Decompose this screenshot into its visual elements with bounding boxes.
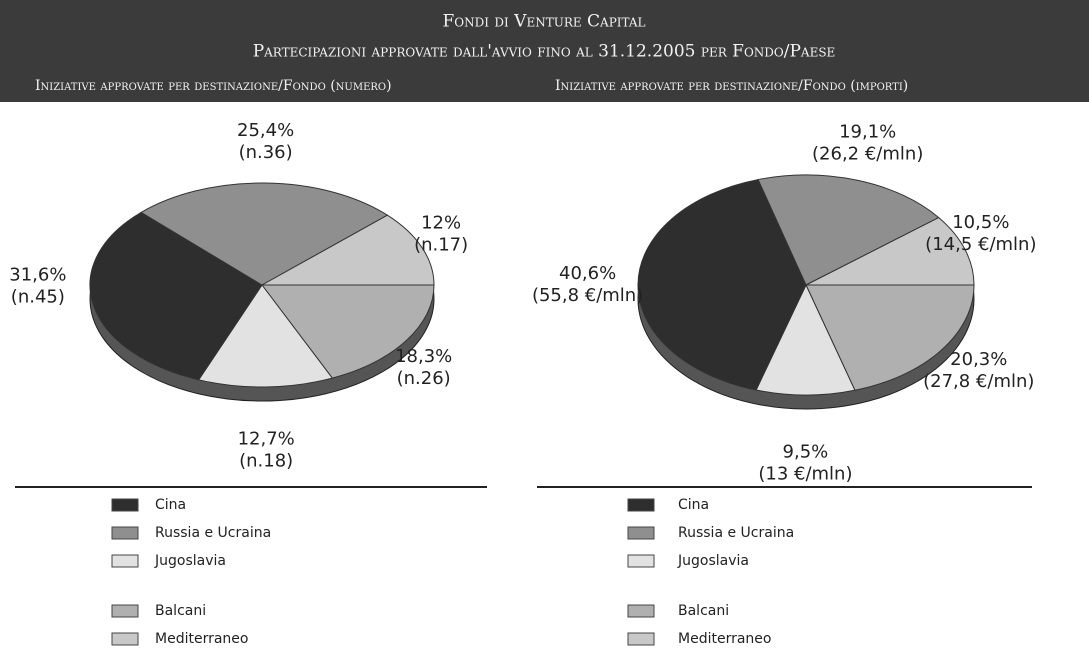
legend-swatch xyxy=(627,604,655,618)
chart-title: Iniziative approvate per destinazione/Fo… xyxy=(35,78,392,94)
header-title: Fondi di Venture Capital xyxy=(443,12,646,32)
count-label: (14,5 €/mln) xyxy=(925,234,1036,255)
count-label: (13 €/mln) xyxy=(758,464,852,485)
value-label: 12% xyxy=(421,212,461,233)
value-label: 25,4% xyxy=(237,120,294,141)
header-band xyxy=(0,0,1089,102)
legend-swatch xyxy=(627,526,655,540)
legend-swatch xyxy=(111,632,139,646)
pie-slice xyxy=(260,284,435,379)
pie-slice xyxy=(260,214,435,286)
legend-swatch xyxy=(111,604,139,618)
legend-label: Cina xyxy=(678,497,709,513)
value-label: 40,6% xyxy=(559,263,616,284)
value-label: 10,5% xyxy=(952,212,1009,233)
value-label: 9,5% xyxy=(783,442,829,463)
value-label: 12,7% xyxy=(238,429,295,450)
legend-swatch xyxy=(627,632,655,646)
legend-swatch xyxy=(111,526,139,540)
count-label: (n.17) xyxy=(414,234,468,255)
count-label: (n.36) xyxy=(239,142,293,163)
value-label: 20,3% xyxy=(950,349,1007,370)
pie-slice xyxy=(805,284,975,391)
pie-slice xyxy=(197,284,334,388)
pie-slice xyxy=(805,216,975,286)
legend-label: Russia e Ucraina xyxy=(155,525,271,541)
legend-label: Russia e Ucraina xyxy=(678,525,794,541)
legend-swatch xyxy=(627,498,655,512)
header-subtitle: Partecipazioni approvate dall'avvio fino… xyxy=(253,42,836,62)
legend-label: Balcani xyxy=(678,603,729,619)
pie-slice xyxy=(757,174,940,286)
count-label: (n.18) xyxy=(239,451,293,472)
legend-label: Cina xyxy=(155,497,186,513)
count-label: (n.26) xyxy=(397,368,451,389)
legend-swatch xyxy=(111,554,139,568)
pie-slice xyxy=(755,283,856,396)
legend-label: Balcani xyxy=(155,603,206,619)
count-label: (55,8 €/mln) xyxy=(532,285,643,306)
chart-title: Iniziative approvate per destinazione/Fo… xyxy=(555,78,908,94)
count-label: (n.45) xyxy=(11,286,65,307)
legend-label: Mediterraneo xyxy=(678,631,771,647)
value-label: 19,1% xyxy=(839,122,896,143)
pie-slice xyxy=(89,211,263,381)
legend-swatch xyxy=(111,498,139,512)
legend-label: Jugoslavia xyxy=(677,553,749,569)
value-label: 31,6% xyxy=(9,264,66,285)
pie-slice xyxy=(637,178,807,391)
pie-slice xyxy=(140,182,389,286)
count-label: (26,2 €/mln) xyxy=(812,144,923,165)
legend-label: Mediterraneo xyxy=(155,631,248,647)
value-label: 18,3% xyxy=(395,346,452,367)
count-label: (27,8 €/mln) xyxy=(923,371,1034,392)
legend-swatch xyxy=(627,554,655,568)
legend-label: Jugoslavia xyxy=(154,553,226,569)
